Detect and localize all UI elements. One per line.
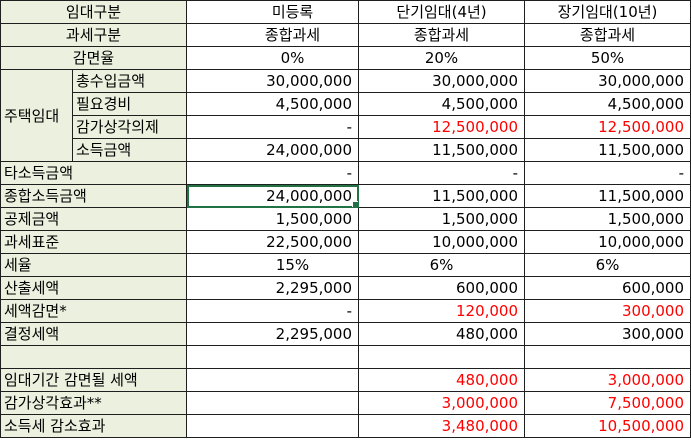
cell[interactable]: 30,000,000 bbox=[358, 69, 526, 93]
row-label[interactable]: 필요경비 bbox=[71, 92, 188, 116]
cell[interactable]: 15% bbox=[186, 253, 360, 277]
cell[interactable]: 20% bbox=[358, 46, 526, 70]
cell[interactable] bbox=[186, 345, 360, 369]
cell[interactable]: 600,000 bbox=[524, 276, 691, 300]
cell[interactable]: - bbox=[186, 115, 360, 139]
cell[interactable]: 0% bbox=[186, 46, 360, 70]
cell[interactable] bbox=[186, 391, 360, 415]
cell[interactable]: 1,500,000 bbox=[524, 207, 691, 231]
cell[interactable] bbox=[358, 345, 526, 369]
row-label[interactable]: 감가상각효과** bbox=[0, 391, 188, 415]
header-row-rental-type: 임대구분 미등록 단기임대(4년) 장기임대(10년) bbox=[0, 0, 691, 24]
summary-row: 소득세 감소효과 3,480,000 10,500,000 bbox=[0, 414, 691, 438]
cell[interactable]: 22,500,000 bbox=[186, 230, 360, 254]
row-label[interactable]: 세율 bbox=[0, 253, 188, 277]
table-row: 과세표준 22,500,000 10,000,000 10,000,000 bbox=[0, 230, 691, 254]
cell[interactable] bbox=[186, 414, 360, 438]
cell[interactable]: 120,000 bbox=[358, 299, 526, 323]
row-label[interactable]: 세액감면* bbox=[0, 299, 188, 323]
cell[interactable]: 480,000 bbox=[358, 322, 526, 346]
cell[interactable]: 11,500,000 bbox=[358, 138, 526, 162]
cell[interactable] bbox=[0, 345, 188, 369]
cell[interactable]: 2,295,000 bbox=[186, 322, 360, 346]
cell[interactable]: 4,500,000 bbox=[186, 92, 360, 116]
cell[interactable]: - bbox=[186, 161, 360, 185]
cell[interactable]: 12,500,000 bbox=[358, 115, 526, 139]
table-row: 필요경비 4,500,000 4,500,000 4,500,000 bbox=[1, 92, 691, 116]
row-label[interactable]: 총수입금액 bbox=[71, 69, 188, 93]
cell[interactable]: 30,000,000 bbox=[524, 69, 691, 93]
cell[interactable]: 50% bbox=[524, 46, 691, 70]
cell[interactable]: 3,480,000 bbox=[358, 414, 526, 438]
group-label-housing[interactable]: 주택임대 bbox=[0, 69, 73, 162]
table-row: 결정세액 2,295,000 480,000 300,000 bbox=[0, 322, 691, 346]
table-row: 세율 15% 6% 6% bbox=[0, 253, 691, 277]
cell[interactable]: 11,500,000 bbox=[358, 184, 526, 208]
cell[interactable]: - bbox=[358, 161, 526, 185]
cell[interactable]: 10,000,000 bbox=[358, 230, 526, 254]
cell[interactable]: 30,000,000 bbox=[186, 69, 360, 93]
row-label[interactable]: 감가상각의제 bbox=[71, 115, 188, 139]
table-row: 산출세액 2,295,000 600,000 600,000 bbox=[0, 276, 691, 300]
cell[interactable]: 300,000 bbox=[524, 299, 691, 323]
selected-cell[interactable]: 24,000,000 bbox=[186, 184, 360, 208]
cell[interactable]: 4,500,000 bbox=[358, 92, 526, 116]
cell[interactable]: 24,000,000 bbox=[186, 138, 360, 162]
row-label[interactable]: 임대기간 감면될 세액 bbox=[0, 368, 188, 392]
cell[interactable]: 4,500,000 bbox=[524, 92, 691, 116]
cell[interactable]: 6% bbox=[358, 253, 526, 277]
summary-row: 감가상각효과** 3,000,000 7,500,000 bbox=[0, 391, 691, 415]
cell[interactable]: 미등록 bbox=[186, 0, 360, 24]
table-row: 주택임대 총수입금액 30,000,000 30,000,000 30,000,… bbox=[0, 69, 691, 162]
table-row: 공제금액 1,500,000 1,500,000 1,500,000 bbox=[0, 207, 691, 231]
row-label[interactable]: 소득세 감소효과 bbox=[0, 414, 188, 438]
cell[interactable]: 종합과세 bbox=[186, 23, 360, 47]
row-label[interactable]: 과세표준 bbox=[0, 230, 188, 254]
cell[interactable]: 단기임대(4년) bbox=[358, 0, 526, 24]
table-row: 타소득금액 - - - bbox=[0, 161, 691, 185]
cell[interactable]: 10,000,000 bbox=[524, 230, 691, 254]
table-row: 소득금액 24,000,000 11,500,000 11,500,000 bbox=[1, 138, 691, 162]
header-label[interactable]: 감면율 bbox=[0, 46, 188, 70]
row-label[interactable]: 결정세액 bbox=[0, 322, 188, 346]
cell[interactable]: 11,500,000 bbox=[524, 138, 691, 162]
cell[interactable]: 300,000 bbox=[524, 322, 691, 346]
row-label[interactable]: 종합소득금액 bbox=[0, 184, 188, 208]
table-row: 세액감면* - 120,000 300,000 bbox=[0, 299, 691, 323]
summary-row: 임대기간 감면될 세액 480,000 3,000,000 bbox=[0, 368, 691, 392]
header-row-reduction-rate: 감면율 0% 20% 50% bbox=[0, 46, 691, 70]
cell[interactable]: 11,500,000 bbox=[524, 184, 691, 208]
table-row: 종합소득금액 24,000,000 11,500,000 11,500,000 bbox=[0, 184, 691, 208]
cell[interactable]: 2,295,000 bbox=[186, 276, 360, 300]
cell[interactable]: 1,500,000 bbox=[186, 207, 360, 231]
row-label[interactable]: 타소득금액 bbox=[0, 161, 188, 185]
cell[interactable] bbox=[186, 368, 360, 392]
header-row-tax-type: 과세구분 종합과세 종합과세 종합과세 bbox=[0, 23, 691, 47]
cell[interactable]: - bbox=[186, 299, 360, 323]
row-label[interactable]: 공제금액 bbox=[0, 207, 188, 231]
cell[interactable]: - bbox=[524, 161, 691, 185]
row-label[interactable]: 소득금액 bbox=[71, 138, 188, 162]
cell[interactable]: 3,000,000 bbox=[358, 391, 526, 415]
cell[interactable]: 7,500,000 bbox=[524, 391, 691, 415]
table-row: 감가상각의제 - 12,500,000 12,500,000 bbox=[1, 115, 691, 139]
cell[interactable]: 600,000 bbox=[358, 276, 526, 300]
empty-row bbox=[0, 345, 691, 369]
header-label[interactable]: 과세구분 bbox=[0, 23, 188, 47]
cell[interactable]: 10,500,000 bbox=[524, 414, 691, 438]
cell[interactable]: 장기임대(10년) bbox=[524, 0, 691, 24]
row-label[interactable]: 산출세액 bbox=[0, 276, 188, 300]
cell[interactable]: 6% bbox=[524, 253, 691, 277]
header-label[interactable]: 임대구분 bbox=[0, 0, 188, 24]
cell[interactable]: 종합과세 bbox=[524, 23, 691, 47]
cell[interactable]: 종합과세 bbox=[358, 23, 526, 47]
cell[interactable] bbox=[524, 345, 691, 369]
cell[interactable]: 1,500,000 bbox=[358, 207, 526, 231]
cell[interactable]: 480,000 bbox=[358, 368, 526, 392]
cell[interactable]: 12,500,000 bbox=[524, 115, 691, 139]
tax-comparison-table: 임대구분 미등록 단기임대(4년) 장기임대(10년) 과세구분 종합과세 종합… bbox=[0, 0, 691, 438]
cell[interactable]: 3,000,000 bbox=[524, 368, 691, 392]
